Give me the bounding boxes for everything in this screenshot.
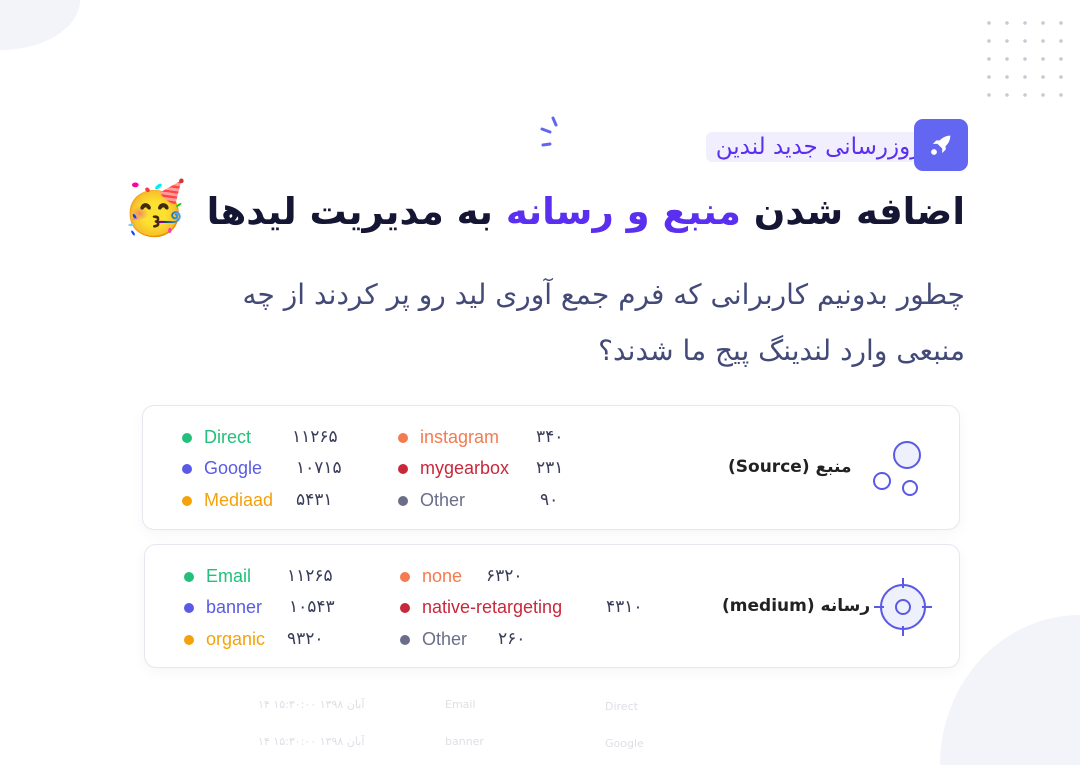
- source-item: Direct: [182, 427, 251, 448]
- item-name: banner: [206, 597, 263, 617]
- decor-dots: [980, 14, 1070, 104]
- source-item: instagram: [398, 427, 499, 448]
- item-count: ۱۱۲۶۵: [292, 427, 338, 447]
- item-name: organic: [206, 629, 266, 649]
- sparkle-icon: [540, 116, 558, 147]
- source-card: [142, 405, 960, 530]
- rocket-icon: [914, 119, 968, 171]
- source-label: منبع (Source): [728, 457, 852, 477]
- item-name: Other: [420, 490, 466, 510]
- item-count: ۵۴۳۱: [296, 490, 333, 510]
- legend-dot-icon: [182, 495, 192, 506]
- item-count: ۱۰۵۴۳: [289, 597, 335, 617]
- target-icon: [874, 578, 932, 636]
- bg-row-date: ۱۴ آبان ۱۳۹۸ ۱۵:۳۰:۰۰: [258, 698, 365, 711]
- medium-label: رسانه (medium): [722, 596, 871, 616]
- legend-dot-icon: [398, 495, 408, 506]
- decor-blob: [0, 0, 80, 50]
- item-name: Direct: [204, 427, 252, 447]
- legend-dot-icon: [182, 463, 192, 474]
- legend-dot-icon: [182, 432, 192, 443]
- decor-blob: [940, 615, 1080, 765]
- item-count: ۱۱۲۶۵: [287, 566, 333, 586]
- item-count: ۲۳۱: [536, 458, 564, 478]
- item-count: ۹۳۲۰: [287, 629, 324, 649]
- medium-item: banner: [184, 597, 262, 618]
- source-item: Google: [182, 458, 262, 479]
- item-count: ۱۰۷۱۵: [296, 458, 342, 478]
- subtitle-line-1: چطور بدونیم کاربرانی که فرم جمع آوری لید…: [242, 278, 965, 311]
- bg-row-source: Direct: [605, 700, 638, 713]
- legend-dot-icon: [400, 602, 410, 613]
- medium-item: native-retargeting: [400, 597, 562, 618]
- item-name: Mediaad: [204, 490, 274, 510]
- party-emoji-icon: 🥳: [122, 179, 187, 239]
- item-count: ۶۳۲۰: [486, 566, 523, 586]
- medium-item: none: [400, 566, 462, 587]
- item-name: instagram: [420, 427, 500, 447]
- item-count: ۲۶۰: [498, 629, 526, 649]
- item-name: none: [422, 566, 463, 586]
- item-name: mygearbox: [420, 458, 510, 478]
- medium-card: [144, 544, 960, 668]
- item-count: ۹۰: [540, 490, 559, 510]
- page-title: اضافه شدن منبع و رسانه به مدیریت لیدها: [206, 190, 965, 233]
- legend-dot-icon: [184, 634, 194, 645]
- item-count: ۳۴۰: [536, 427, 564, 447]
- medium-item: Email: [184, 566, 251, 587]
- bg-row-medium: banner: [445, 735, 484, 748]
- source-item: mygearbox: [398, 458, 509, 479]
- legend-dot-icon: [184, 571, 194, 582]
- item-count: ۴۳۱۰: [606, 597, 643, 617]
- legend-dot-icon: [400, 571, 410, 582]
- medium-item: Other: [400, 629, 467, 650]
- legend-dot-icon: [398, 463, 408, 474]
- subtitle-line-2: منبعی وارد لندینگ پیج ما شدند؟: [598, 334, 965, 367]
- legend-dot-icon: [184, 602, 194, 613]
- bg-row-date: ۱۴ آبان ۱۳۹۸ ۱۵:۳۰:۰۰: [258, 735, 365, 748]
- source-item: Other: [398, 490, 465, 511]
- item-name: native-retargeting: [422, 597, 563, 617]
- source-item: Mediaad: [182, 490, 273, 511]
- item-name: Google: [204, 458, 263, 478]
- item-name: Email: [206, 566, 252, 586]
- bg-row-source: Google: [605, 737, 644, 750]
- legend-dot-icon: [398, 432, 408, 443]
- item-name: Other: [422, 629, 468, 649]
- bubbles-icon: [873, 441, 921, 496]
- bg-row-medium: Email: [445, 698, 476, 711]
- legend-dot-icon: [400, 634, 410, 645]
- medium-item: organic: [184, 629, 265, 650]
